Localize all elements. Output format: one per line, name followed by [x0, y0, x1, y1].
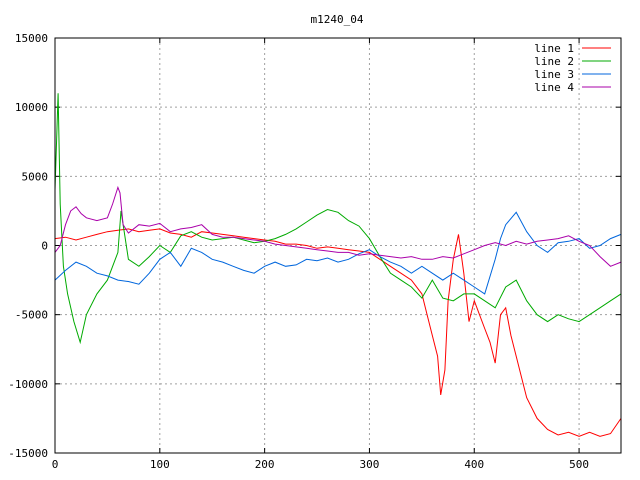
legend-label: line 4 — [534, 81, 574, 94]
grid-lines — [55, 38, 621, 453]
plot-frame — [54, 37, 622, 454]
plot-area — [54, 93, 622, 437]
y-tick-label: 10000 — [15, 101, 48, 114]
series-lines — [54, 93, 622, 437]
chart-title: m1240_04 — [311, 13, 364, 26]
x-tick-label: 200 — [255, 458, 275, 471]
series-line-3 — [54, 211, 622, 295]
series-line-1 — [54, 228, 622, 437]
y-tick-label: -15000 — [8, 447, 48, 460]
x-tick-label: 500 — [569, 458, 589, 471]
legend-label: line 2 — [534, 55, 574, 68]
legend-label: line 3 — [534, 68, 574, 81]
y-tick-label: -5000 — [15, 309, 48, 322]
y-tick-label: -10000 — [8, 378, 48, 391]
x-tick-label: 400 — [464, 458, 484, 471]
x-tick-label: 300 — [360, 458, 380, 471]
y-tick-label: 15000 — [15, 32, 48, 45]
x-tick-label: 100 — [150, 458, 170, 471]
x-tick-label: 0 — [52, 458, 59, 471]
series-line-2 — [54, 93, 622, 345]
series-line-4 — [54, 185, 622, 267]
axis-ticks: 0 100 200 300 400 500 -15000 -10000 -5000 0 5000 10… — [8, 32, 621, 471]
legend-label: line 1 — [534, 42, 574, 55]
y-tick-label: 5000 — [22, 170, 49, 183]
y-tick-label: 0 — [41, 240, 48, 253]
